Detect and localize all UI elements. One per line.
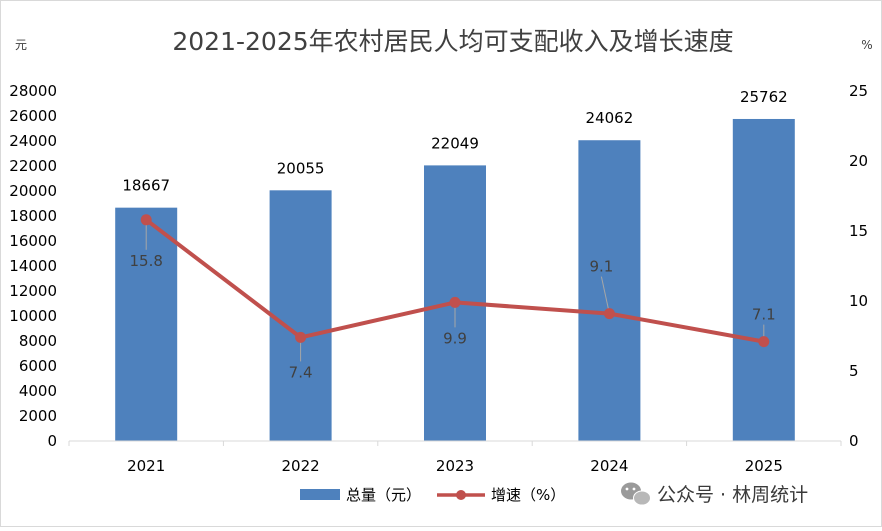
line-point bbox=[758, 336, 770, 348]
left-tick-label: 24000 bbox=[9, 132, 57, 150]
x-category-label: 2023 bbox=[436, 457, 474, 475]
legend-label-bar: 总量（元） bbox=[346, 486, 421, 504]
left-tick-label: 10000 bbox=[9, 307, 57, 325]
bar-data-labels: 18667 20055 22049 24062 25762 bbox=[122, 88, 787, 195]
legend: 总量（元） 增速（%） bbox=[300, 486, 565, 504]
left-tick-label: 8000 bbox=[19, 332, 57, 350]
line-label-leader bbox=[600, 276, 610, 314]
legend-label-line: 增速（%） bbox=[491, 486, 565, 504]
bar-value-label: 25762 bbox=[740, 88, 788, 106]
line-point bbox=[140, 214, 152, 226]
left-tick-label: 16000 bbox=[9, 232, 57, 250]
bar-series bbox=[115, 118, 795, 441]
x-category-label: 2025 bbox=[745, 457, 783, 475]
legend-swatch-marker bbox=[456, 490, 466, 500]
bar bbox=[269, 190, 332, 441]
wechat-icon bbox=[621, 482, 651, 506]
line-value-label: 7.1 bbox=[752, 306, 776, 324]
left-axis-ticks: 0 2000 4000 6000 8000 10000 12000 14000 16000 180… bbox=[9, 82, 57, 450]
left-tick-label: 2000 bbox=[19, 407, 57, 425]
bar-value-label: 18667 bbox=[122, 177, 170, 195]
watermark-text: 公众号 · 林周统计 bbox=[657, 484, 808, 506]
left-tick-label: 28000 bbox=[9, 82, 57, 100]
x-axis-categories: 2021 2022 2023 2024 2025 bbox=[127, 457, 783, 475]
right-axis-unit: % bbox=[861, 38, 872, 52]
chart-title: 2021-2025年农村居民人均可支配收入及增长速度 bbox=[172, 27, 733, 56]
left-tick-label: 20000 bbox=[9, 182, 57, 200]
line-point bbox=[449, 296, 461, 308]
left-tick-label: 18000 bbox=[9, 207, 57, 225]
x-category-label: 2024 bbox=[590, 457, 628, 475]
bar-value-label: 22049 bbox=[431, 134, 479, 152]
line-value-label: 7.4 bbox=[289, 363, 313, 381]
watermark: 公众号 · 林周统计 bbox=[621, 482, 808, 506]
line-series bbox=[140, 214, 770, 348]
left-tick-label: 26000 bbox=[9, 107, 57, 125]
x-category-label: 2021 bbox=[127, 457, 165, 475]
left-tick-label: 14000 bbox=[9, 257, 57, 275]
line-data-labels: 15.8 7.4 9.9 9.1 7.1 bbox=[129, 252, 775, 382]
right-tick-label: 25 bbox=[849, 82, 868, 100]
bar-value-label: 20055 bbox=[277, 159, 325, 177]
left-tick-label: 12000 bbox=[9, 282, 57, 300]
left-tick-label: 4000 bbox=[19, 382, 57, 400]
line-point bbox=[603, 308, 615, 320]
legend-swatch-bar bbox=[300, 489, 340, 500]
line-value-label: 9.1 bbox=[589, 258, 613, 276]
line-value-label: 9.9 bbox=[443, 329, 467, 347]
left-tick-label: 0 bbox=[47, 432, 57, 450]
x-axis-tick-marks bbox=[68, 441, 842, 446]
bar-value-label: 24062 bbox=[586, 109, 634, 127]
line-point bbox=[295, 331, 307, 343]
right-tick-label: 0 bbox=[849, 432, 859, 450]
line-value-label: 15.8 bbox=[129, 252, 162, 270]
bar bbox=[732, 118, 795, 441]
right-tick-label: 20 bbox=[849, 152, 868, 170]
left-tick-label: 6000 bbox=[19, 357, 57, 375]
right-axis-ticks: 0 5 10 15 20 25 bbox=[849, 82, 868, 450]
right-tick-label: 5 bbox=[849, 362, 859, 380]
bar bbox=[578, 140, 641, 441]
x-category-label: 2022 bbox=[282, 457, 320, 475]
right-tick-label: 10 bbox=[849, 292, 868, 310]
right-tick-label: 15 bbox=[849, 222, 868, 240]
left-axis-unit: 元 bbox=[15, 38, 27, 52]
left-tick-label: 22000 bbox=[9, 157, 57, 175]
